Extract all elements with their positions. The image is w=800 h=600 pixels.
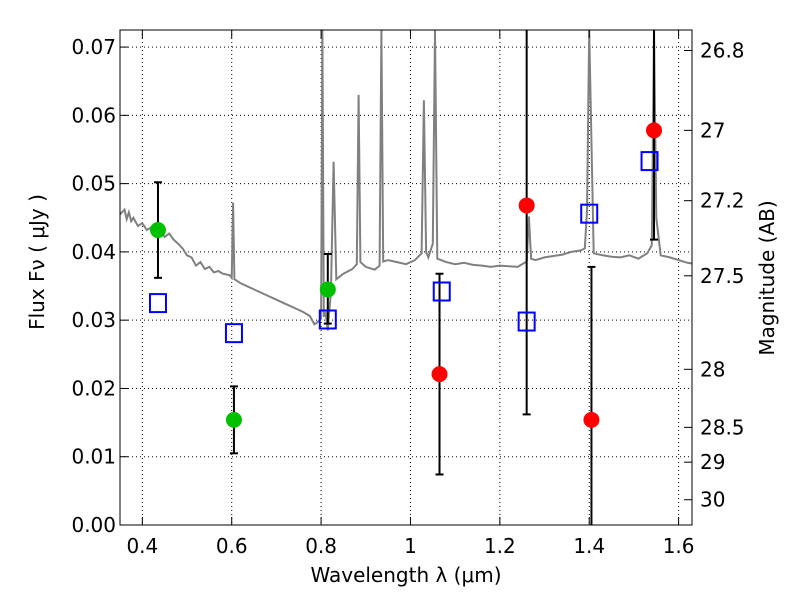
x-axis-title: Wavelength λ (μm): [310, 563, 501, 587]
model-photometry-square: [432, 281, 451, 302]
right-tick-label: 30: [700, 488, 725, 512]
model-photometry-square: [224, 323, 243, 344]
right-tick-label: 28.5: [700, 415, 745, 439]
y-tick-label: 0.07: [71, 35, 116, 59]
x-tick-label: 0.6: [216, 534, 248, 558]
x-tick-label: 0.4: [126, 534, 158, 558]
right-tick-label: 27: [700, 118, 725, 142]
y-tick-label: 0.05: [71, 172, 116, 196]
x-tick-label: 1.6: [663, 534, 695, 558]
nondetection-point: [431, 366, 448, 383]
model-photometry-square: [148, 293, 167, 314]
right-tick-label: 27.5: [700, 264, 745, 288]
right-tick-label: 28: [700, 357, 725, 381]
plot-area: [119, 29, 693, 331]
right-tick-label: 26.8: [700, 38, 745, 62]
x-tick-label: 0.8: [305, 534, 337, 558]
nondetection-point: [583, 411, 600, 428]
y-tick-label: 0.01: [71, 445, 116, 469]
model-sed-line: [119, 29, 693, 331]
y-tick-label: 0.00: [71, 513, 116, 537]
detection-point: [149, 222, 166, 239]
data-marks: [148, 30, 663, 525]
right-tick-label: 29: [700, 450, 725, 474]
y-tick-label: 0.03: [71, 308, 116, 332]
model-photometry-square: [580, 203, 599, 224]
y-right-axis-title: Magnitude (AB): [755, 200, 779, 355]
x-tick-label: 1.4: [573, 534, 605, 558]
x-tick-label: 1.2: [484, 534, 516, 558]
y-tick-label: 0.04: [71, 240, 116, 264]
x-tick-label: 1: [404, 534, 417, 558]
model-photometry-square: [318, 309, 337, 330]
model-photometry-square: [640, 151, 659, 172]
y-axis-title: Flux Fν ( μJy ): [25, 194, 49, 330]
right-tick-label: 27.2: [700, 189, 745, 213]
axis-ticks: 0.4 0.6 0.8 1 1.2 1.4 1.6 0.00 0.01 0.02 0.03 0.04 0…: [71, 30, 745, 558]
detection-point: [225, 411, 242, 428]
y-tick-label: 0.06: [71, 103, 116, 127]
model-photometry-square: [517, 311, 536, 332]
detection-point: [319, 281, 336, 298]
plot-frame: [119, 29, 693, 526]
nondetection-point: [646, 122, 663, 139]
grid: [120, 30, 692, 525]
nondetection-point: [518, 197, 535, 214]
y-tick-label: 0.02: [71, 376, 116, 400]
